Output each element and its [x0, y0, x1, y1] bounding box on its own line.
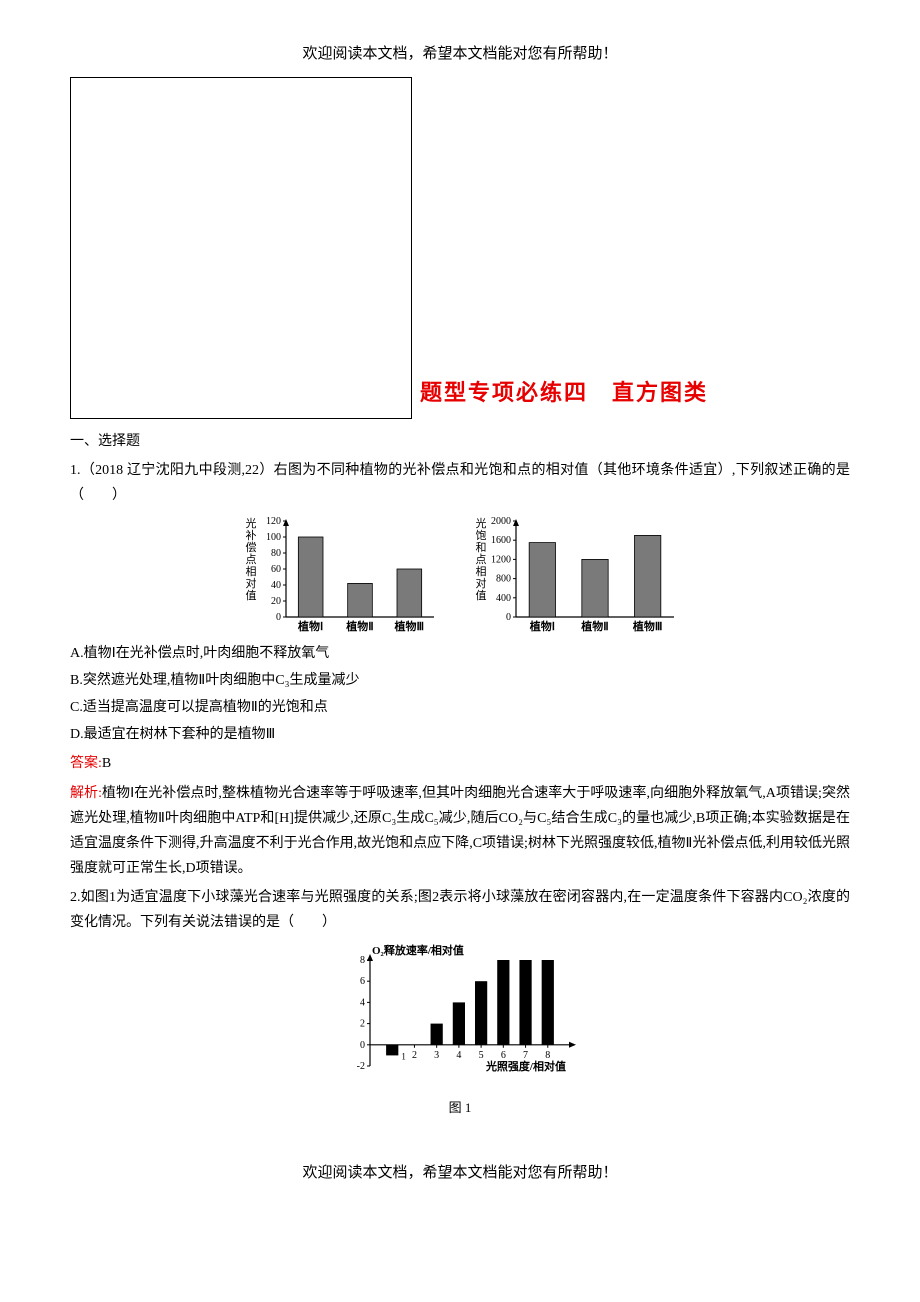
page-title: 题型专项必练四 直方图类	[420, 373, 708, 419]
svg-text:4: 4	[456, 1049, 461, 1060]
q1-optA: A.植物Ⅰ在光补偿点时,叶肉细胞不释放氧气	[70, 641, 850, 666]
svg-text:光: 光	[476, 516, 487, 530]
svg-text:1: 1	[401, 1051, 405, 1061]
svg-text:80: 80	[271, 548, 281, 559]
svg-text:0: 0	[506, 612, 511, 623]
svg-text:植物Ⅲ: 植物Ⅲ	[394, 619, 425, 633]
svg-text:植物Ⅲ: 植物Ⅲ	[632, 619, 663, 633]
section-heading: 一、选择题	[70, 429, 850, 454]
q2-chart-row: -2 0 2 4 6 8 2 3 4 5 6 7 8 1 O₂释放速率/相对值光照强度/相对值 图 1	[70, 942, 850, 1119]
q1-solution: 解析:植物Ⅰ在光补偿点时,整株植物光合速率等于呼吸速率,但其叶肉细胞光合速率大于…	[70, 781, 850, 882]
svg-text:O₂释放速率/相对值: O₂释放速率/相对值	[372, 943, 464, 957]
svg-text:0: 0	[276, 612, 281, 623]
svg-text:对: 对	[476, 576, 487, 590]
svg-text:2: 2	[412, 1049, 417, 1060]
svg-text:1600: 1600	[491, 535, 511, 546]
q1-optC: C.适当提高温度可以提高植物Ⅱ的光饱和点	[70, 695, 850, 720]
chart1-left: 0 20 40 60 80 100 120 植物Ⅰ 植物Ⅱ 植物Ⅲ 光补偿点相对值	[240, 515, 440, 635]
svg-text:点: 点	[246, 553, 257, 566]
fig1-caption: 图 1	[340, 1096, 580, 1119]
svg-text:相: 相	[476, 565, 487, 578]
svg-text:值: 值	[246, 589, 257, 602]
svg-text:60: 60	[271, 564, 281, 575]
title-row: 题型专项必练四 直方图类	[70, 77, 850, 419]
chart1-right-svg: 0 400 800 1200 1600 2000 植物Ⅰ 植物Ⅱ 植物Ⅲ 光饱和点相对值	[470, 515, 680, 635]
svg-text:40: 40	[271, 580, 281, 591]
q1-optB: B.突然遮光处理,植物Ⅱ叶肉细胞中C₃生成量减少	[70, 668, 850, 693]
svg-text:饱: 饱	[476, 528, 487, 542]
chart1-left-svg: 0 20 40 60 80 100 120 植物Ⅰ 植物Ⅱ 植物Ⅲ 光补偿点相对值	[240, 515, 440, 635]
svg-text:800: 800	[496, 573, 511, 584]
header-note: 欢迎阅读本文档，希望本文档能对您有所帮助！	[70, 40, 850, 67]
chart2: -2 0 2 4 6 8 2 3 4 5 6 7 8 1 O₂释放速率/相对值光照强度/相对值 图 1	[340, 942, 580, 1119]
svg-text:和: 和	[476, 541, 487, 554]
chart2-svg: -2 0 2 4 6 8 2 3 4 5 6 7 8 1 O₂释放速率/相对值光照强度/相对值	[340, 942, 580, 1092]
answer-value: B	[102, 756, 111, 771]
placeholder-box	[70, 77, 412, 419]
page: 欢迎阅读本文档，希望本文档能对您有所帮助！ 题型专项必练四 直方图类 一、选择题…	[0, 0, 920, 1216]
svg-text:6: 6	[501, 1049, 506, 1060]
svg-text:3: 3	[434, 1049, 439, 1060]
svg-text:植物Ⅱ: 植物Ⅱ	[580, 619, 608, 633]
footer-note: 欢迎阅读本文档，希望本文档能对您有所帮助！	[70, 1159, 850, 1186]
svg-text:点: 点	[476, 553, 487, 566]
solution-label: 解析:	[70, 786, 102, 801]
solution-text: 植物Ⅰ在光补偿点时,整株植物光合速率等于呼吸速率,但其叶肉细胞光合速率大于呼吸速…	[70, 786, 850, 877]
chart1-right: 0 400 800 1200 1600 2000 植物Ⅰ 植物Ⅱ 植物Ⅲ 光饱和点相对值	[470, 515, 680, 635]
svg-text:5: 5	[479, 1049, 484, 1060]
q1-answer: 答案:B	[70, 751, 850, 776]
svg-text:4: 4	[360, 997, 365, 1008]
svg-text:20: 20	[271, 596, 281, 607]
q1-stem: 1.（2018 辽宁沈阳九中段测,22）右图为不同种植物的光补偿点和光饱和点的相…	[70, 458, 850, 508]
svg-text:6: 6	[360, 976, 365, 987]
svg-text:1200: 1200	[491, 554, 511, 565]
svg-text:400: 400	[496, 592, 511, 603]
svg-text:8: 8	[545, 1049, 550, 1060]
svg-text:植物Ⅰ: 植物Ⅰ	[529, 619, 555, 633]
q2-stem: 2.如图1为适宜温度下小球藻光合速率与光照强度的关系;图2表示将小球藻放在密闭容…	[70, 885, 850, 935]
svg-text:相: 相	[246, 565, 257, 578]
answer-label: 答案:	[70, 756, 102, 771]
svg-text:光: 光	[246, 516, 257, 530]
q1-optD: D.最适宜在树林下套种的是植物Ⅲ	[70, 722, 850, 747]
svg-text:7: 7	[523, 1049, 528, 1060]
svg-text:偿: 偿	[246, 540, 257, 554]
svg-text:对: 对	[246, 576, 257, 590]
q1-charts-row: 020406080100120植物Ⅰ植物Ⅱ植物Ⅲ光补偿点相对值 04008001…	[70, 515, 850, 635]
svg-text:0: 0	[360, 1039, 365, 1050]
svg-text:100: 100	[266, 532, 281, 543]
svg-text:植物Ⅱ: 植物Ⅱ	[345, 619, 373, 633]
svg-text:2: 2	[360, 1018, 365, 1029]
svg-text:光照强度/相对值: 光照强度/相对值	[485, 1058, 566, 1072]
svg-text:-2: -2	[357, 1061, 365, 1072]
svg-text:8: 8	[360, 955, 365, 966]
svg-text:120: 120	[266, 516, 281, 527]
svg-text:2000: 2000	[491, 516, 511, 527]
svg-text:植物Ⅰ: 植物Ⅰ	[297, 619, 323, 633]
svg-text:值: 值	[476, 589, 487, 602]
svg-text:补: 补	[246, 529, 257, 542]
